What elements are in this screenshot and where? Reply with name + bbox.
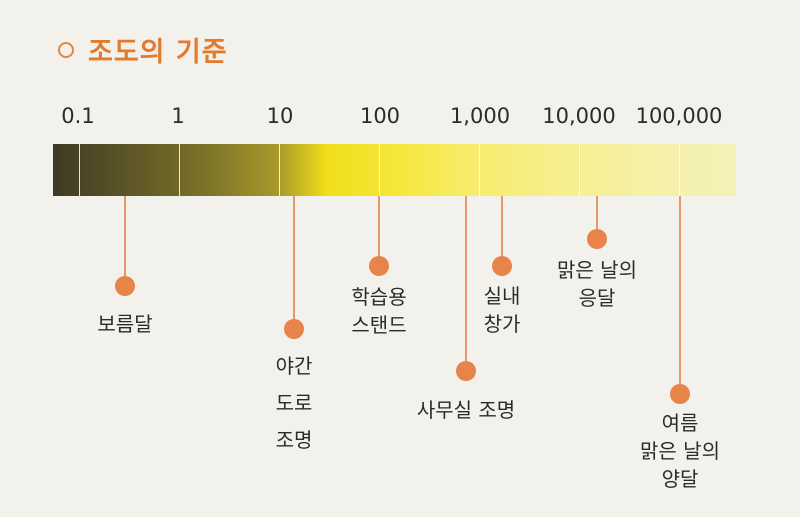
circle-outline-icon	[58, 41, 74, 58]
marker-dot	[456, 361, 476, 381]
marker-label-line: 학습용	[351, 285, 407, 309]
marker-label: 보름달	[97, 306, 152, 343]
marker-leader-line	[596, 196, 598, 239]
marker-label-line: 창가	[483, 312, 521, 336]
marker-leader-line	[679, 196, 681, 394]
marker-label-line: 맑은 날의	[640, 439, 720, 463]
marker-label: 사무실 조명	[417, 392, 515, 429]
marker-label-line: 맑은 날의	[557, 258, 637, 282]
scale-tick-label: 1	[171, 104, 185, 128]
scale-tick-label: 1,000	[449, 104, 511, 128]
scale-tick-label: 10	[266, 104, 294, 128]
scale-divider	[179, 144, 180, 196]
marker-label-line: 도로	[275, 391, 313, 415]
marker-leader-line	[465, 196, 467, 371]
marker-dot	[284, 319, 304, 339]
marker-leader-line	[378, 196, 380, 266]
marker-label-line: 응달	[578, 286, 616, 310]
illuminance-gradient-bar	[53, 144, 736, 196]
marker-label-line: 스탠드	[351, 313, 407, 337]
scale-divider	[79, 144, 80, 196]
marker-label-line: 실내	[483, 284, 521, 308]
marker-label-line: 야간	[275, 354, 313, 378]
scale-divider	[479, 144, 480, 196]
marker-leader-line	[293, 196, 295, 329]
scale-divider	[379, 144, 380, 196]
marker-label-line: 여름	[661, 411, 699, 435]
scale-tick-label: 100	[359, 104, 401, 128]
marker-dot	[369, 256, 389, 276]
scale-divider	[279, 144, 280, 196]
marker-dot	[115, 276, 135, 296]
scale-tick-label: 10,000	[542, 104, 616, 128]
marker-leader-line	[501, 196, 503, 266]
marker-label-line: 조명	[275, 428, 313, 452]
marker-dot	[492, 256, 512, 276]
title-block: 조도의 기준	[58, 30, 228, 69]
marker-dot	[670, 384, 690, 404]
scale-divider	[579, 144, 580, 196]
marker-label-line: 양달	[661, 467, 699, 491]
marker-dot	[587, 229, 607, 249]
marker-label-line: 보름달	[97, 312, 153, 336]
scale-divider	[679, 144, 680, 196]
marker-leader-line	[124, 196, 126, 286]
page-title: 조도의 기준	[88, 37, 228, 68]
marker-label-line: 사무실 조명	[416, 398, 516, 422]
scale-tick-label: 0.1	[61, 104, 95, 128]
scale-tick-label: 100,000	[635, 104, 723, 128]
